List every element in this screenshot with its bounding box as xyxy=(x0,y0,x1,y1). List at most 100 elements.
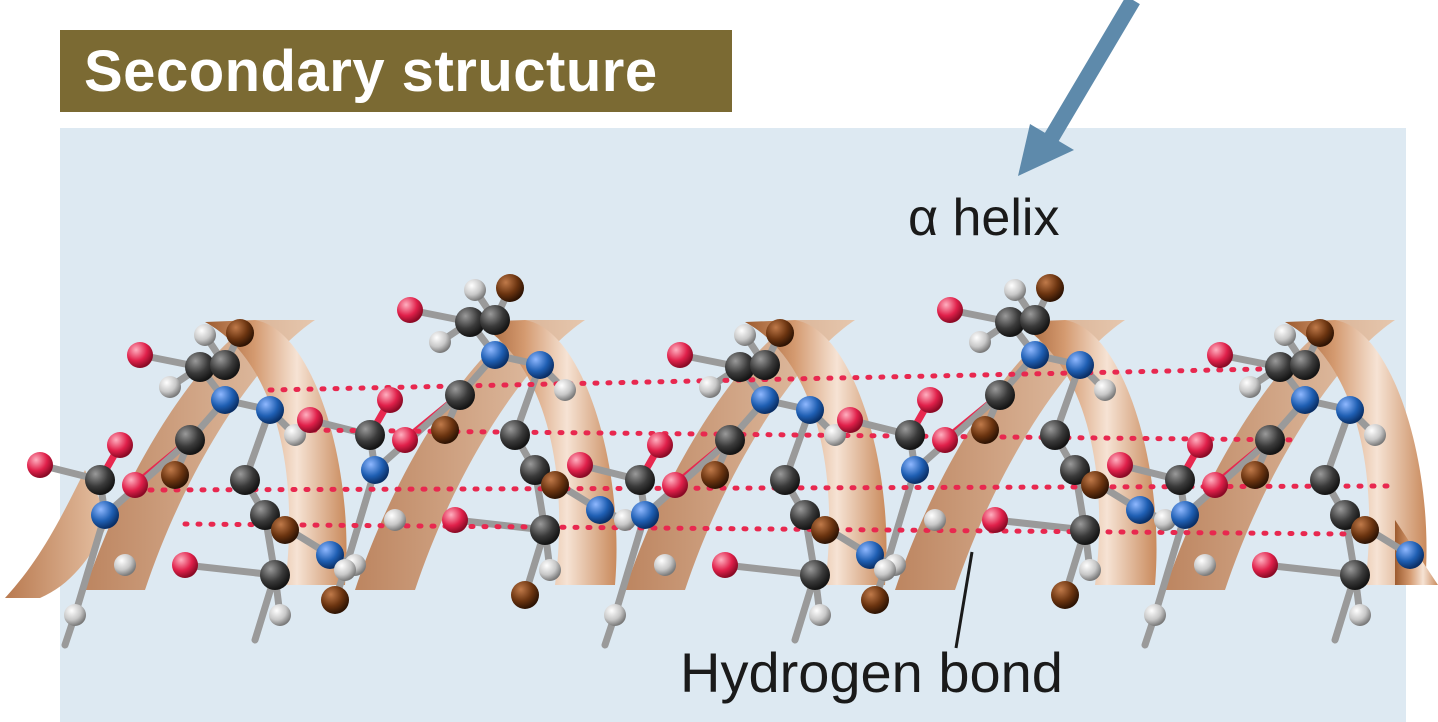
carbon-atom xyxy=(260,560,290,590)
carbon-atom xyxy=(85,465,115,495)
carbon-atom xyxy=(1330,500,1360,530)
oxygen-atom xyxy=(982,507,1008,533)
side-chain-atom xyxy=(161,461,189,489)
hydrogen-atom xyxy=(1004,279,1026,301)
nitrogen-atom xyxy=(796,396,824,424)
side-chain-atom xyxy=(541,471,569,499)
hydrogen-atom xyxy=(1274,324,1296,346)
hydrogen-atom xyxy=(159,376,181,398)
carbon-atom xyxy=(1020,305,1050,335)
side-chain-atom xyxy=(1081,471,1109,499)
oxygen-atom xyxy=(122,472,148,498)
hydrogen-bond-label: Hydrogen bond xyxy=(680,641,1063,704)
carbon-atom xyxy=(355,420,385,450)
nitrogen-atom xyxy=(1396,541,1424,569)
covalent-bond xyxy=(1151,511,1189,619)
hydrogen-bond xyxy=(182,521,1353,537)
carbon-atom xyxy=(1290,350,1320,380)
oxygen-atom xyxy=(647,432,673,458)
oxygen-atom xyxy=(27,452,53,478)
hydrogen-atom xyxy=(699,376,721,398)
ribbon-turn xyxy=(1165,320,1427,590)
nitrogen-atom xyxy=(361,456,389,484)
carbon-atom xyxy=(1340,560,1370,590)
nitrogen-atom xyxy=(256,396,284,424)
side-chain-atom xyxy=(971,416,999,444)
helix-ribbon xyxy=(5,320,1438,598)
nitrogen-atom xyxy=(751,386,779,414)
oxygen-atom xyxy=(1202,472,1228,498)
carbon-atom xyxy=(895,420,925,450)
carbon-atom xyxy=(185,352,215,382)
side-chain-atom xyxy=(271,516,299,544)
ribbon-tail xyxy=(5,470,110,598)
hydrogen-atom xyxy=(1144,604,1166,626)
carbon-atom xyxy=(715,425,745,455)
covalent-bond xyxy=(881,466,919,574)
nitrogen-atom xyxy=(586,496,614,524)
covalent-bond xyxy=(181,561,279,579)
side-chain-atom xyxy=(496,274,524,302)
hydrogen-atom xyxy=(269,604,291,626)
carbon-atom xyxy=(985,380,1015,410)
carbon-atom xyxy=(1255,425,1285,455)
hydrogen-atom xyxy=(1094,379,1116,401)
nitrogen-atom xyxy=(211,386,239,414)
oxygen-atom xyxy=(837,407,863,433)
hydrogen-atom xyxy=(1364,424,1386,446)
covalent-bond xyxy=(721,561,819,579)
hydrogen-atom xyxy=(809,604,831,626)
hydrogen-bond xyxy=(297,427,1303,443)
alpha-helix-label: α helix xyxy=(908,189,1060,247)
hydrogen-atom xyxy=(114,554,136,576)
carbon-atom xyxy=(530,515,560,545)
hydrogen-atom xyxy=(1239,376,1261,398)
hydrogen-atom xyxy=(654,554,676,576)
oxygen-atom xyxy=(392,427,418,453)
hydrogen-atom xyxy=(924,509,946,531)
nitrogen-atom xyxy=(91,501,119,529)
carbon-atom xyxy=(1060,455,1090,485)
pointer-arrow xyxy=(1018,0,1140,176)
carbon-atom xyxy=(500,420,530,450)
carbon-atom xyxy=(210,350,240,380)
section-title: Secondary structure xyxy=(84,38,658,104)
hydrogen-atom xyxy=(1154,509,1176,531)
hydrogen-atom xyxy=(734,324,756,346)
hydrogen-atom xyxy=(334,559,356,581)
oxygen-atom xyxy=(397,297,423,323)
hydrogen-bond xyxy=(147,483,1393,493)
nitrogen-atom xyxy=(901,456,929,484)
hydrogen-atom xyxy=(874,559,896,581)
carbon-atom xyxy=(175,425,205,455)
carbon-atom xyxy=(445,380,475,410)
covalent-bond xyxy=(1181,436,1274,519)
nitrogen-atom xyxy=(1291,386,1319,414)
hydrogen-atom xyxy=(284,424,306,446)
nitrogen-atom xyxy=(1066,351,1094,379)
carbon-atom xyxy=(1310,465,1340,495)
side-chain-atom xyxy=(1051,581,1079,609)
nitrogen-atom xyxy=(1336,396,1364,424)
carbon-atom xyxy=(1040,420,1070,450)
covalent-bond xyxy=(641,436,734,519)
oxygen-atom xyxy=(1207,342,1233,368)
nitrogen-atom xyxy=(481,341,509,369)
ribbon-turn xyxy=(85,320,347,590)
hydrogen-atom xyxy=(429,331,451,353)
ribbon-turn xyxy=(625,320,887,590)
hydrogen-atom xyxy=(604,604,626,626)
section-title-banner: Secondary structure xyxy=(60,30,732,112)
side-chain-atom xyxy=(701,461,729,489)
oxygen-atom xyxy=(667,342,693,368)
side-chain-atom xyxy=(1351,516,1379,544)
side-chain-atom xyxy=(1036,274,1064,302)
nitrogen-atom xyxy=(316,541,344,569)
covalent-bond xyxy=(1261,561,1359,579)
side-chain-atom xyxy=(1241,461,1269,489)
carbon-atom xyxy=(455,307,485,337)
carbon-atom xyxy=(790,500,820,530)
hydrogen-atom xyxy=(464,279,486,301)
nitrogen-atom xyxy=(856,541,884,569)
